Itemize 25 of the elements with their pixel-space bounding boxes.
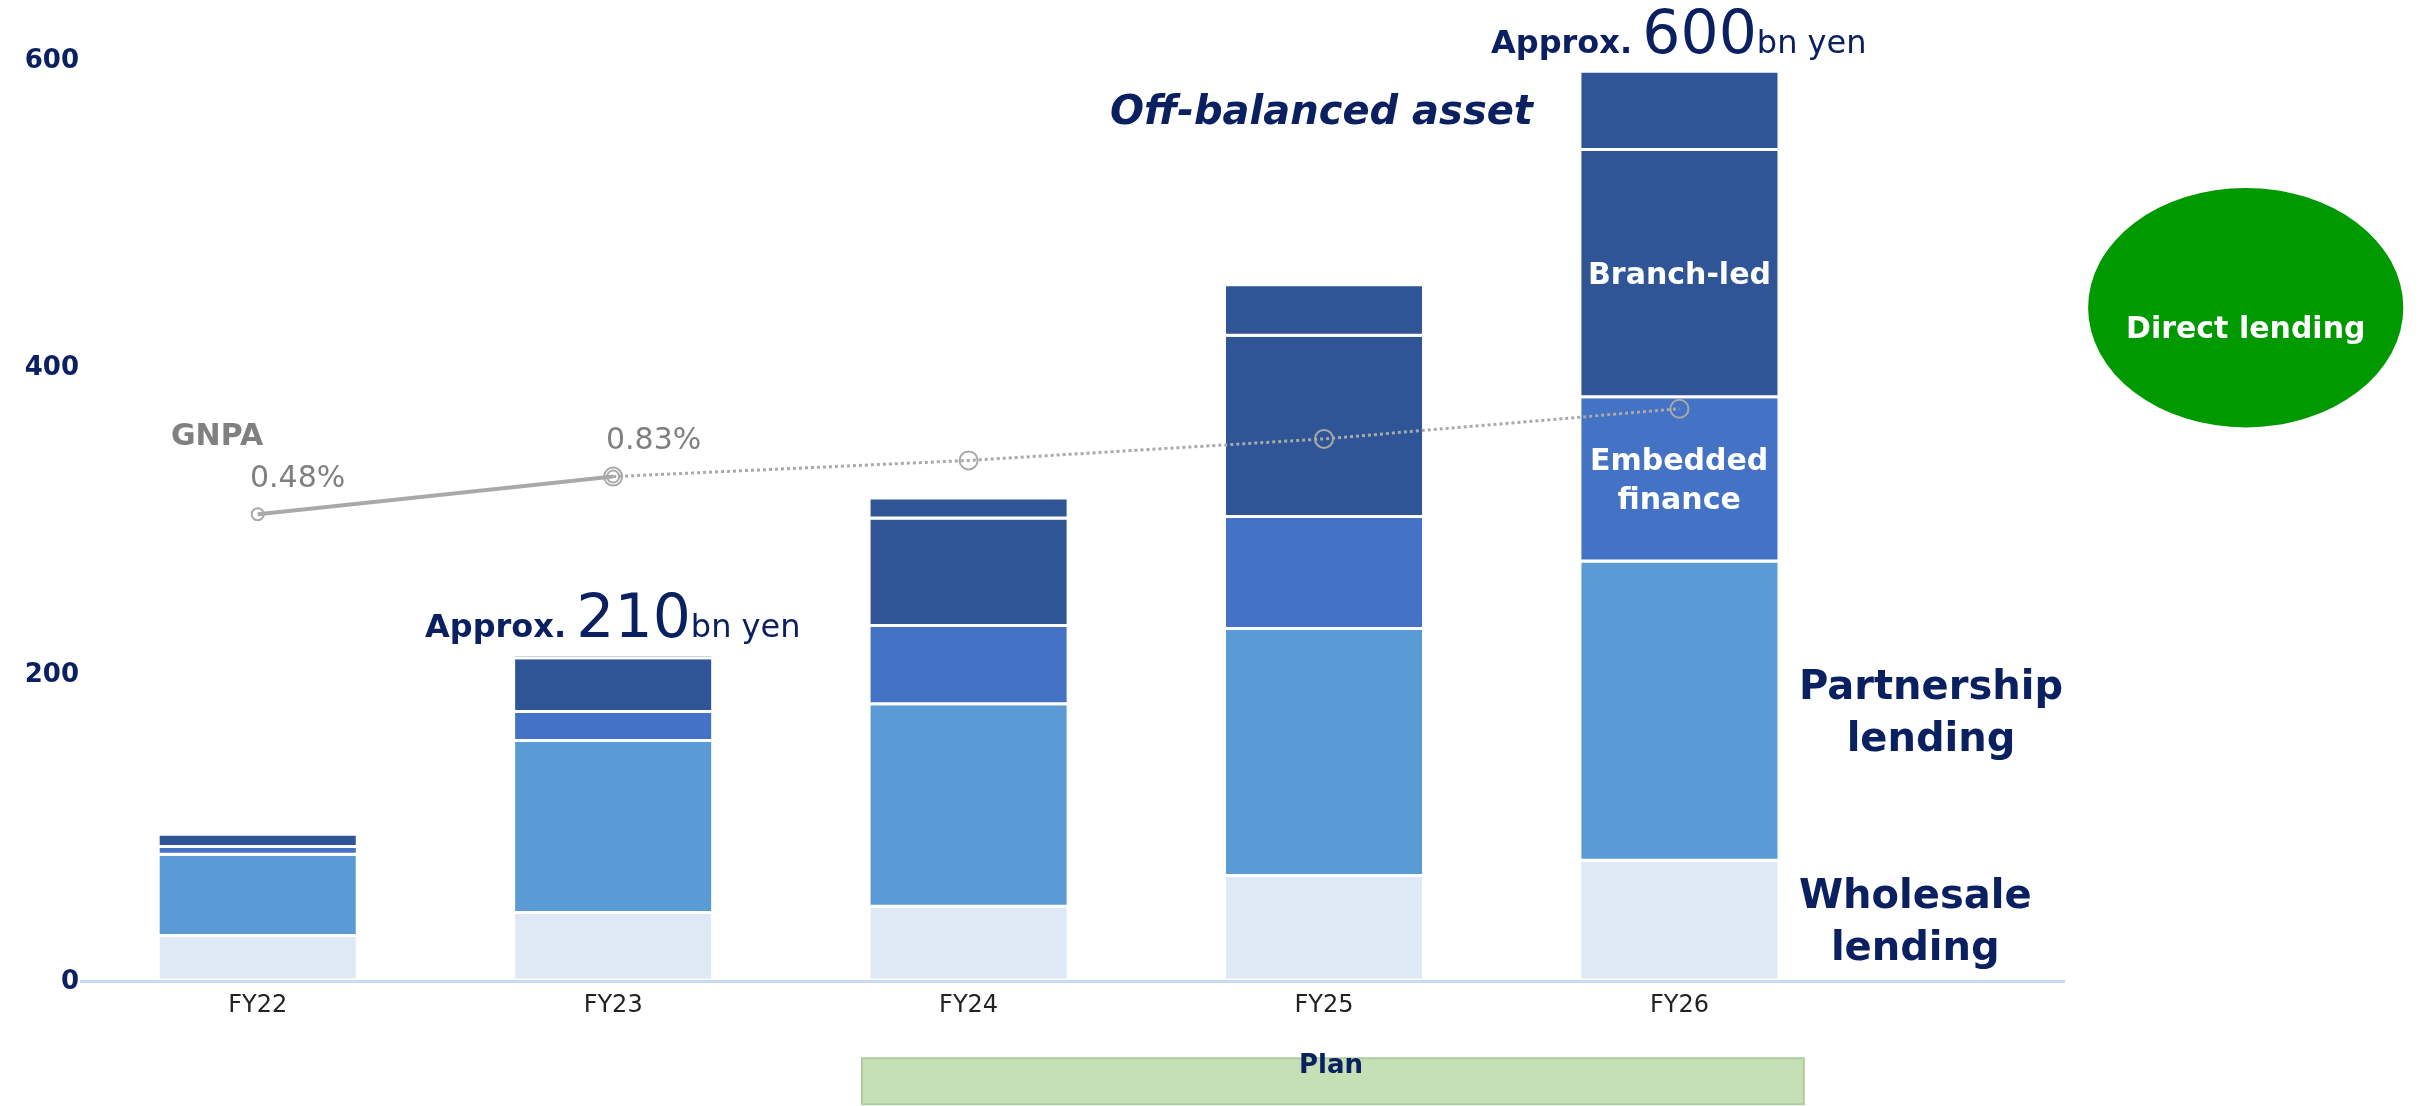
point	[958, 450, 979, 471]
y-tick-label: 200	[24, 658, 79, 689]
point	[1314, 428, 1335, 449]
annotation: Approx. 600bn yen	[1491, 0, 1867, 67]
y-tick-label: 600	[24, 44, 79, 75]
x-tick-label: FY22	[228, 989, 288, 1018]
x-tick-label: FY24	[939, 989, 999, 1018]
series-label: GNPA	[171, 417, 264, 452]
text: Direct lending	[2126, 310, 2366, 345]
data-label: 0.48%	[250, 459, 346, 494]
x-tick-label: FY23	[583, 989, 643, 1018]
series-label: Branch-led	[1588, 256, 1771, 291]
data-label: 0.83%	[606, 421, 702, 456]
series-label: Off-balanced asset	[1110, 87, 1535, 133]
x-tick-label: FY25	[1294, 989, 1354, 1018]
point	[250, 507, 265, 522]
y-tick-label: 0	[60, 965, 79, 996]
text: Plan	[1299, 1049, 1364, 1079]
point	[1669, 398, 1690, 419]
series-label: Embedded finance	[1590, 442, 1769, 516]
x-tick-label: FY26	[1649, 989, 1709, 1018]
y-tick-label: 400	[24, 351, 79, 382]
series-label: Wholesale lending	[1799, 871, 2032, 969]
series-label: Partnership lending	[1799, 662, 2064, 760]
annotation: Approx. 210bn yen	[425, 581, 801, 651]
